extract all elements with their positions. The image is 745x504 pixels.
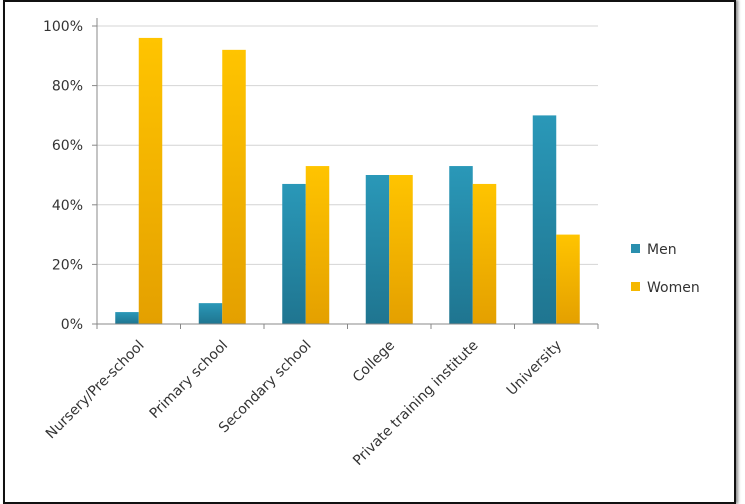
bar-women: [305, 166, 330, 324]
bar-chart: 0% 20% 40% 60% 80% 100% Nursery/Pre-school Prim…: [43, 18, 700, 469]
bar-women: [472, 183, 497, 324]
y-tick-label: 20%: [52, 257, 83, 273]
bar-men: [365, 175, 390, 324]
legend-swatch-women: [631, 282, 640, 291]
legend-label-women: Women: [647, 280, 700, 296]
bar-women: [556, 234, 580, 324]
y-tick-label: 100%: [43, 19, 83, 35]
legend-swatch-men: [631, 244, 640, 253]
x-tick-label: College: [350, 338, 398, 386]
bar-women: [138, 37, 163, 325]
bar-men: [449, 166, 473, 324]
bar-men: [532, 115, 557, 325]
x-tick-label: Primary school: [147, 338, 231, 422]
bar-men: [198, 303, 223, 324]
y-tick-label: 40%: [52, 198, 83, 214]
bar-women: [222, 49, 246, 325]
x-tick-label: Secondary school: [216, 338, 315, 437]
bar-men: [115, 312, 139, 324]
y-tick-label: 60%: [52, 138, 83, 154]
y-tick-label: 80%: [52, 79, 83, 95]
y-tick-label: 0%: [61, 317, 83, 333]
x-tick-label: University: [504, 338, 565, 399]
legend-label-men: Men: [647, 242, 677, 258]
bar-men: [282, 183, 306, 324]
bar-women: [389, 175, 413, 324]
x-tick-label: Nursery/Pre-school: [43, 338, 148, 443]
